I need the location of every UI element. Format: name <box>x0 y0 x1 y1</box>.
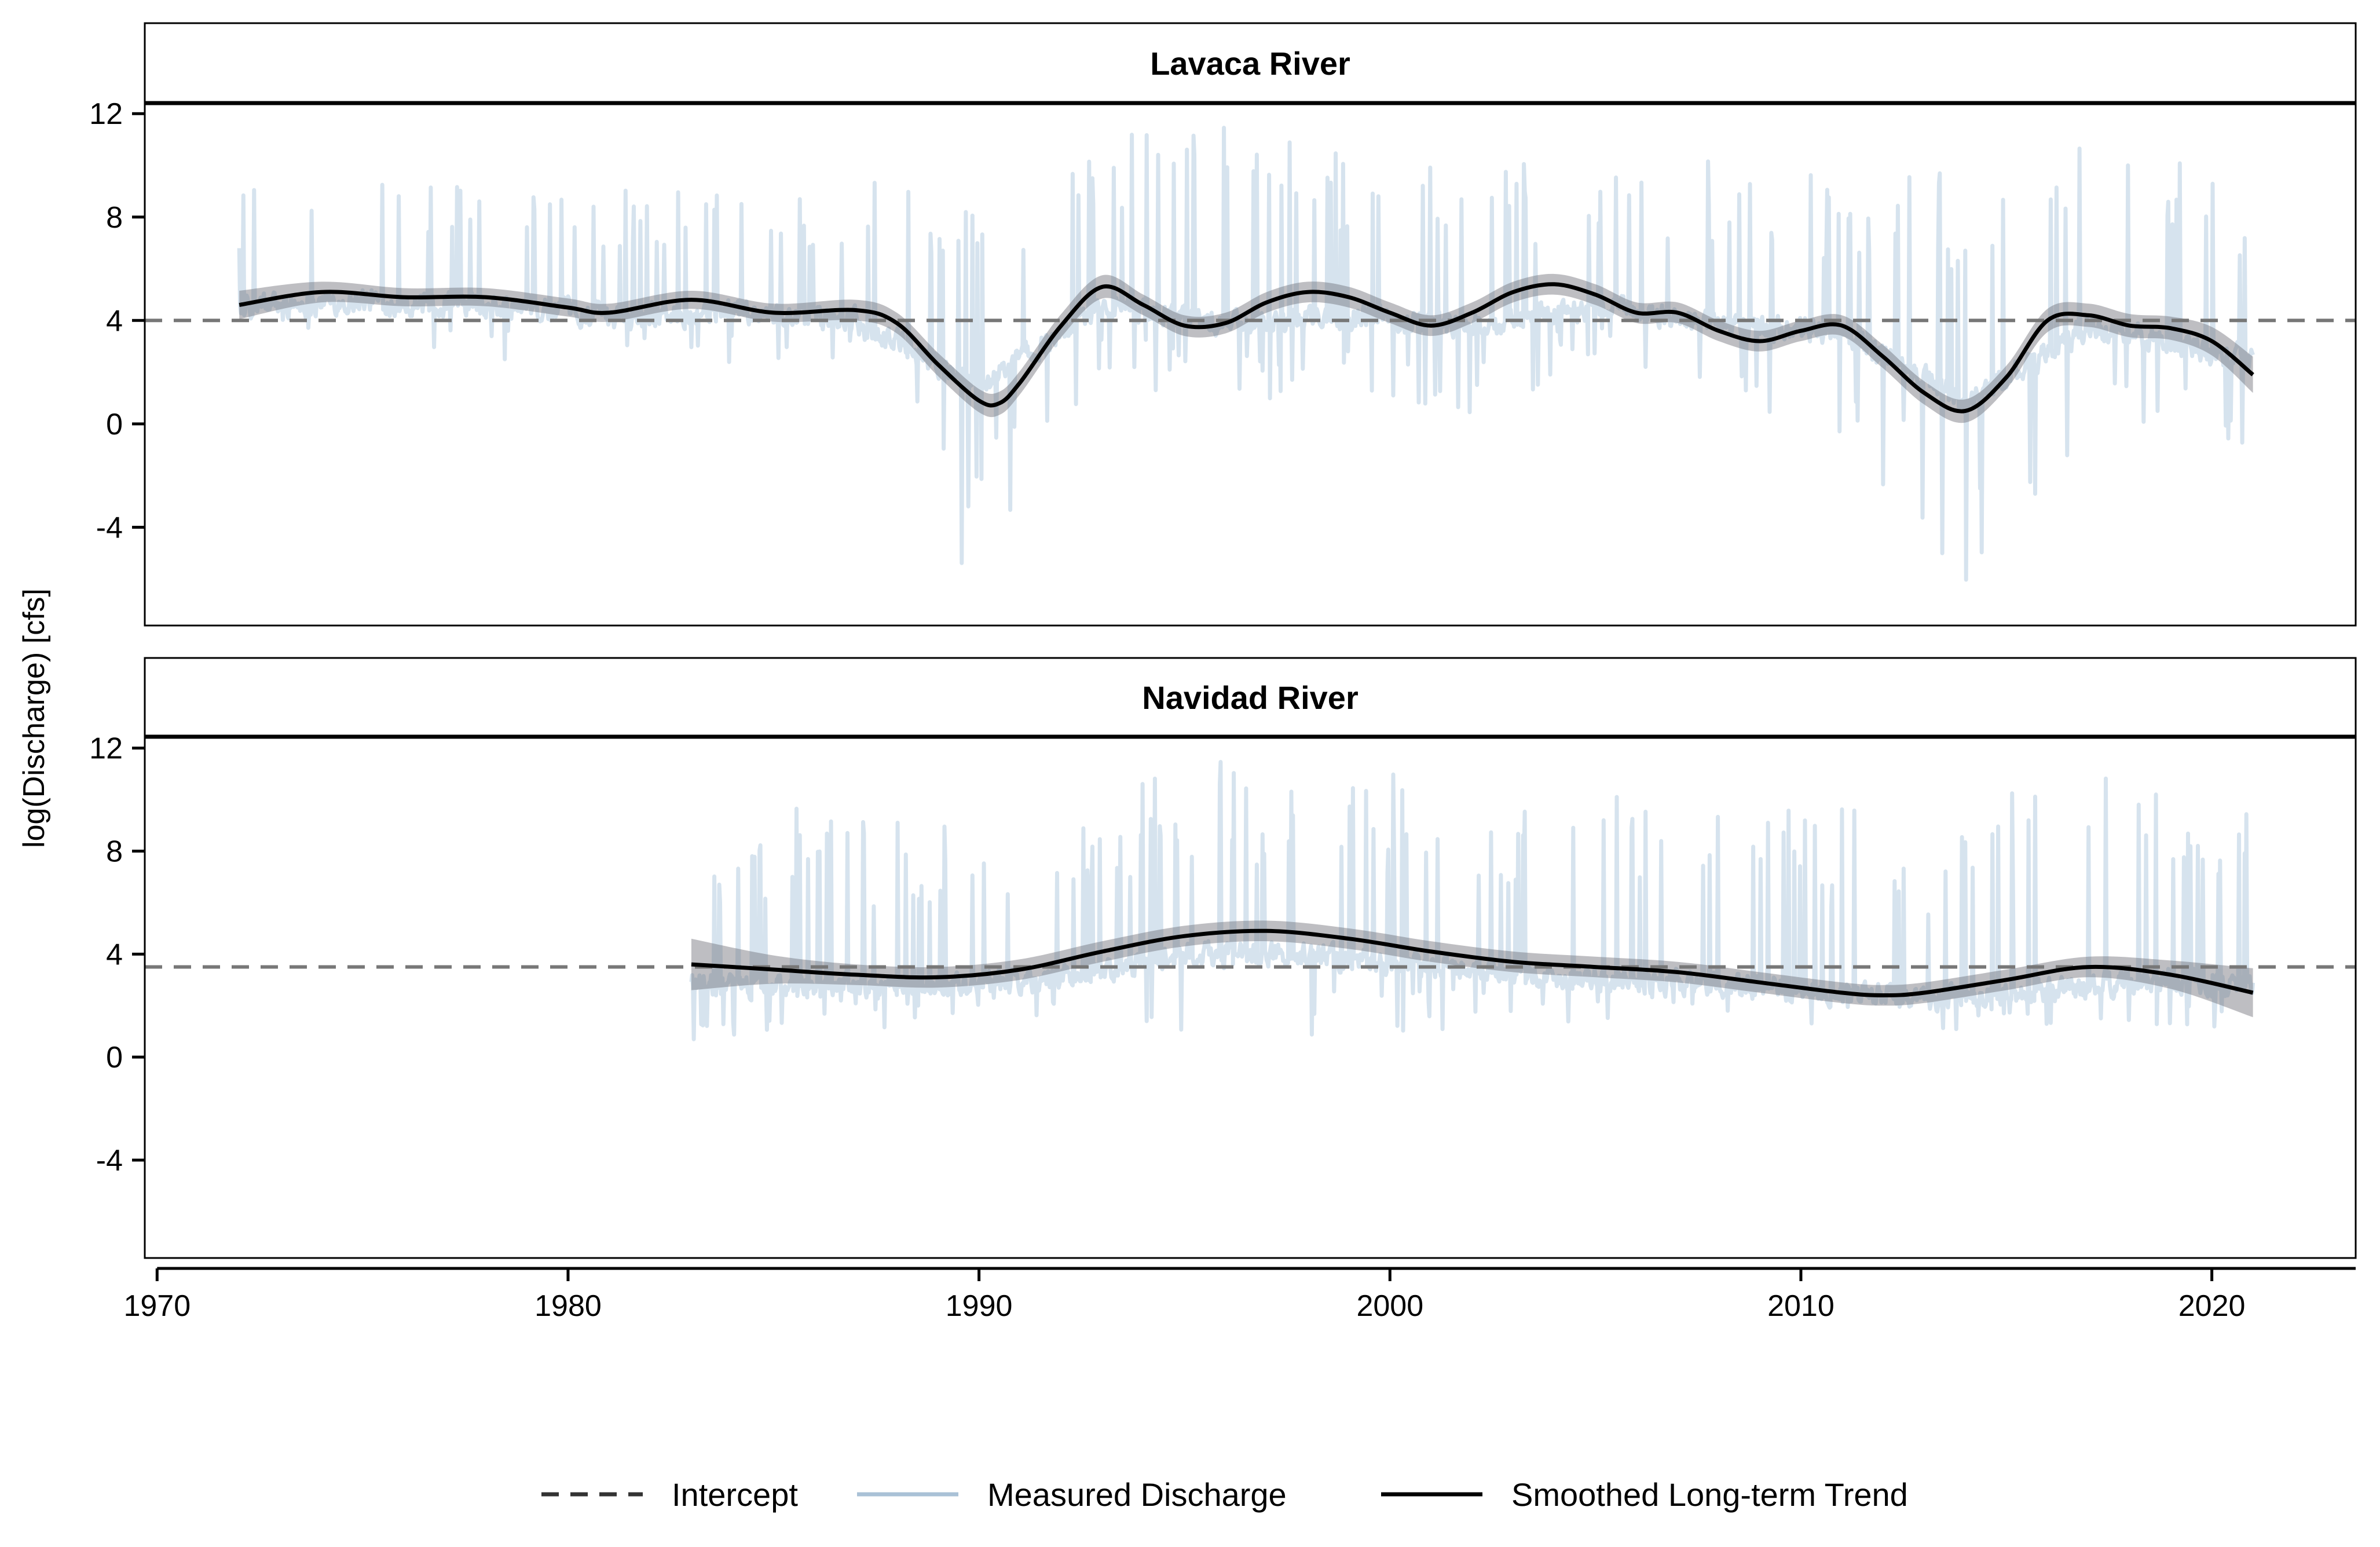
legend-item: Measured Discharge <box>857 1476 1287 1513</box>
facet-panel: Lavaca River -4 0 4 8 12 <box>89 22 2357 627</box>
y-tick-label: 8 <box>106 201 123 235</box>
y-tick-label: 0 <box>106 1041 123 1074</box>
y-tick-label: 8 <box>106 835 123 868</box>
smoothed-trend-line <box>691 928 2254 997</box>
measured-discharge-series <box>689 760 2255 1041</box>
x-tick-label: 1970 <box>123 1289 191 1323</box>
x-tick-label: 2020 <box>2178 1289 2246 1323</box>
legend-item: Smoothed Long-term Trend <box>1381 1476 1908 1513</box>
facet-panels: Lavaca River -4 0 4 8 12 Navidad River -4 0 4 8 12 <box>89 22 2357 1259</box>
facet-panel: Navidad River -4 0 4 8 12 <box>89 657 2357 1259</box>
x-tick-label: 2000 <box>1356 1289 1423 1323</box>
plot-area <box>145 126 2356 582</box>
y-tick-label: -4 <box>96 511 123 544</box>
y-tick-label: 12 <box>89 732 123 766</box>
y-axis-title: log(Discharge) [cfs] <box>17 588 51 848</box>
legend-label: Smoothed Long-term Trend <box>1511 1476 1908 1513</box>
legend: Intercept Measured Discharge Smoothed Long… <box>541 1476 1908 1513</box>
y-tick-label: 12 <box>89 97 123 131</box>
plot-area <box>145 760 2356 1041</box>
panel-border <box>144 22 2357 627</box>
y-tick-label: 4 <box>106 938 123 971</box>
y-tick-label: -4 <box>96 1144 123 1177</box>
smoothed-trend-line <box>239 282 2254 414</box>
x-axis: 1970 1980 1990 2000 2010 2020 <box>123 1267 2356 1323</box>
panel-title: Lavaca River <box>1150 45 1350 82</box>
legend-label: Measured Discharge <box>987 1476 1287 1513</box>
x-tick-label: 1980 <box>534 1289 602 1323</box>
x-tick-label: 2010 <box>1767 1289 1835 1323</box>
x-tick-label: 1990 <box>946 1289 1013 1323</box>
trend-confidence-band <box>239 273 2253 423</box>
panel-title: Navidad River <box>1142 679 1359 716</box>
y-tick-label: 0 <box>106 408 123 441</box>
y-tick-label: 4 <box>106 304 123 338</box>
legend-label: Intercept <box>672 1476 798 1513</box>
panel-border <box>144 657 2357 1259</box>
measured-discharge-series <box>237 126 2255 582</box>
legend-item: Intercept <box>541 1476 798 1513</box>
